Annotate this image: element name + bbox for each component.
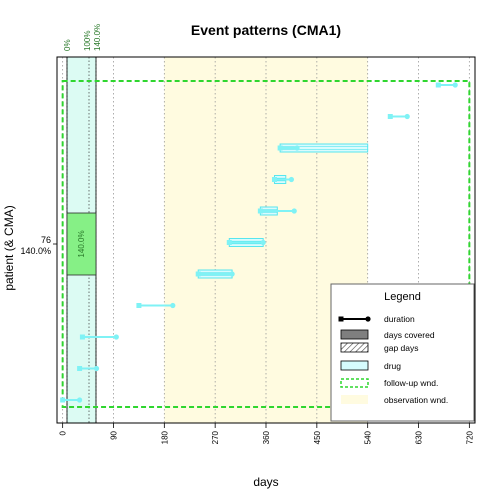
cma-axis-label: 100% xyxy=(83,31,92,51)
event-start-marker xyxy=(77,366,83,371)
event-start-marker xyxy=(257,208,263,214)
x-tick-label: 720 xyxy=(465,430,474,444)
event-end-marker xyxy=(288,176,295,183)
legend-duration-end xyxy=(365,316,371,322)
legend-drug-symbol xyxy=(340,360,369,371)
event-end-marker xyxy=(93,365,100,372)
y-axis-label: patient (& CMA) xyxy=(2,205,16,290)
event-start-marker xyxy=(277,145,283,151)
legend-days-covered-symbol xyxy=(340,329,369,340)
x-tick-label: 90 xyxy=(109,430,118,439)
x-tick-label: 0 xyxy=(59,430,68,435)
legend-observation-symbol xyxy=(341,395,368,404)
event-start-marker xyxy=(226,240,232,245)
legend-item-label: observation wnd. xyxy=(384,395,448,405)
legend: Legend duration days covered gap days drug fo… xyxy=(330,283,475,422)
event-start-marker xyxy=(387,114,393,119)
event-end-marker xyxy=(294,145,300,151)
x-tick-label: 360 xyxy=(262,430,271,444)
event-start-marker xyxy=(79,334,85,340)
patient-cma-label: 140.0% xyxy=(20,246,51,256)
event-end-marker xyxy=(76,397,83,403)
cma-axis-label: 140.0% xyxy=(93,24,102,51)
legend-item-label: duration xyxy=(384,314,415,324)
event-end-marker xyxy=(452,82,458,88)
legend-duration-start xyxy=(338,316,344,322)
legend-item-label: drug xyxy=(384,361,401,371)
legend-follow-up-symbol xyxy=(340,378,369,388)
x-tick-label: 540 xyxy=(364,430,373,444)
legend-title: Legend xyxy=(384,291,421,303)
event-end-marker xyxy=(229,271,235,277)
legend-item-label: follow-up wnd. xyxy=(384,378,438,388)
plot-area: 140.0%0% 100% 140.0%0 90 180 270 360 450 540 630 7… xyxy=(53,24,476,444)
event-start-marker xyxy=(435,82,441,88)
event-end-marker xyxy=(113,334,119,340)
event-start-marker xyxy=(271,177,277,182)
event-start-marker xyxy=(60,397,66,403)
event-end-marker xyxy=(170,302,176,309)
cma-bar-label: 140.0% xyxy=(77,230,86,257)
patient-id-label: 76 xyxy=(41,235,51,245)
legend-gap-days-symbol xyxy=(340,342,369,353)
x-axis-label: days xyxy=(253,475,278,489)
x-tick-label: 630 xyxy=(415,430,424,444)
x-tick-label: 180 xyxy=(160,430,169,444)
cma-bar xyxy=(66,212,97,276)
x-tick-label: 450 xyxy=(313,430,322,444)
event-end-marker xyxy=(260,239,266,246)
event-end-marker xyxy=(291,208,297,214)
event-start-marker xyxy=(195,271,201,277)
x-tick-label: 270 xyxy=(211,430,220,444)
event-start-marker xyxy=(136,303,142,308)
chart-title: Event patterns (CMA1) xyxy=(191,22,341,38)
event-end-marker xyxy=(404,113,410,120)
cma-axis-label: 0% xyxy=(63,39,72,51)
legend-item-label: days covered xyxy=(384,330,435,340)
legend-item-label: gap days xyxy=(384,343,419,353)
follow-up-window xyxy=(61,80,471,408)
